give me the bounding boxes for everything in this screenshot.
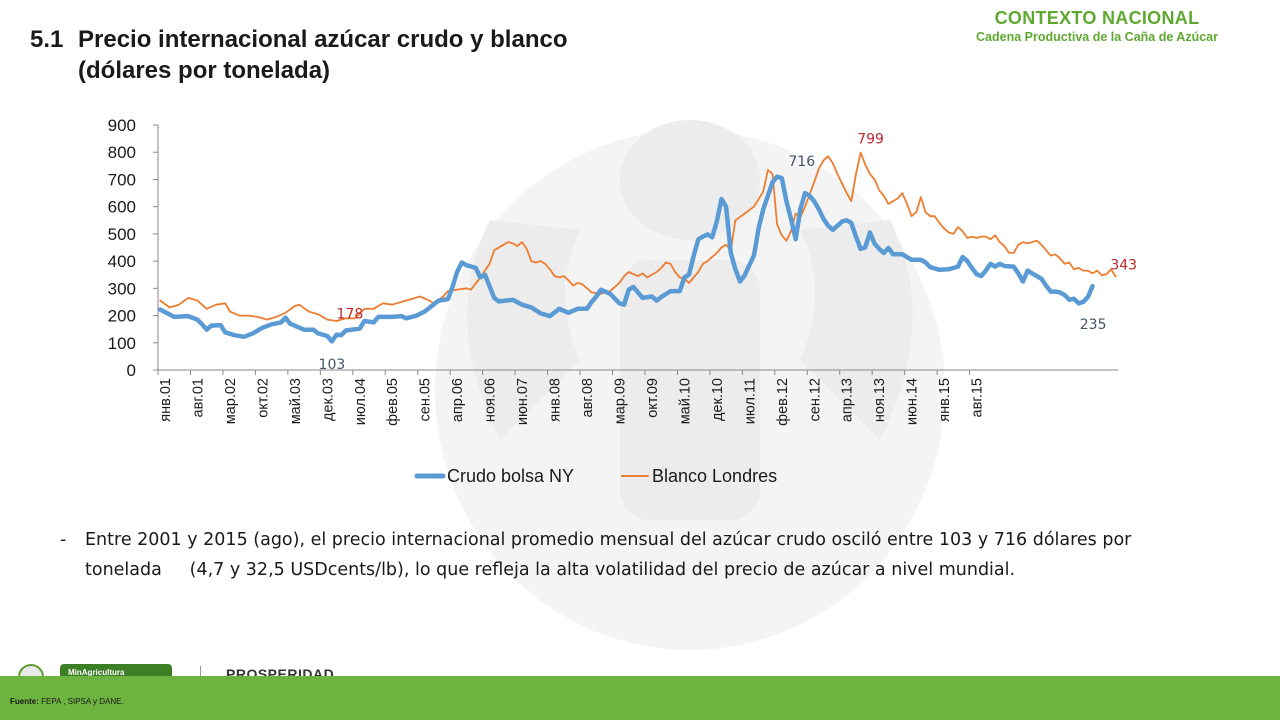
x-tick-label: ноя.06 [483, 378, 499, 422]
x-tick-label: сен.05 [418, 378, 434, 421]
x-tick-label: фев.05 [385, 378, 401, 426]
x-tick-label: дек.10 [710, 378, 726, 421]
x-tick-label: окт.02 [255, 378, 271, 418]
x-tick-label: июн.14 [905, 378, 921, 425]
slide-title-line1: Precio internacional azúcar crudo y blan… [78, 26, 568, 53]
context-subtitle: Cadena Productiva de la Caña de Azúcar [976, 30, 1218, 44]
x-tick-label: янв.15 [937, 378, 953, 422]
source-text: FEPA , SIPSA y DANE. [38, 697, 124, 706]
series-line-blanco [159, 151, 1117, 322]
x-tick-label: сен.12 [807, 378, 823, 421]
data-label: 343 [1110, 258, 1137, 274]
y-tick-label: 400 [108, 252, 136, 271]
legend-label: Crudo bolsa NY [447, 466, 574, 486]
x-tick-label: май.03 [288, 378, 304, 424]
footer-bar [0, 676, 1280, 720]
y-tick-label: 800 [108, 143, 136, 162]
x-tick-label: окт.09 [645, 378, 661, 418]
data-label: 799 [857, 131, 884, 147]
data-label: 103 [319, 357, 346, 373]
price-line-chart: 0 100 200 300 400 500 600 700 800 900 янв.01 авг.01… [108, 116, 1137, 486]
x-tick-label: май.10 [677, 378, 693, 424]
data-label: 235 [1080, 317, 1107, 333]
y-tick-label: 500 [108, 225, 136, 244]
y-tick-label: 0 [127, 361, 136, 380]
x-tick-label: апр.06 [450, 378, 466, 422]
slide-title-line2: (dólares por tonelada) [78, 57, 331, 84]
y-tick-label: 900 [108, 116, 136, 135]
x-tick-label: мар.02 [223, 378, 239, 424]
data-label: 178 [337, 307, 364, 323]
x-tick-label: апр.13 [840, 378, 856, 422]
context-title: CONTEXTO NACIONAL [994, 8, 1200, 28]
x-tick-label: дек.03 [320, 378, 336, 421]
x-tick-label: авг.08 [580, 378, 596, 417]
data-label: 716 [788, 154, 815, 170]
x-tick-label: янв.01 [158, 378, 174, 422]
bullet-text: Entre 2001 y 2015 (ago), el precio inter… [85, 530, 1132, 580]
context-header: CONTEXTO NACIONAL Cadena Productiva de l… [976, 8, 1218, 44]
x-tick-label: ноя.13 [872, 378, 888, 422]
x-tick-label: фев.12 [775, 378, 791, 426]
y-tick-label: 700 [108, 170, 136, 189]
x-tick-label: янв.08 [548, 378, 564, 422]
y-tick-label: 300 [108, 279, 136, 298]
legend-label: Blanco Londres [652, 466, 777, 486]
source-label: Fuente: [10, 697, 39, 706]
series-line-crudo [158, 174, 1095, 344]
x-tick-label: июл.11 [742, 378, 758, 424]
y-tick-label: 200 [108, 307, 136, 326]
bullet-paragraph: - Entre 2001 y 2015 (ago), el precio int… [60, 525, 1250, 585]
x-tick-label: авг.15 [970, 378, 986, 417]
coat-of-arms-watermark [435, 120, 945, 650]
legend-entry: Crudo bolsa NY [414, 466, 574, 486]
y-tick-label: 600 [108, 198, 136, 217]
slide-title: 5.1 Precio internacional azúcar crudo y b… [30, 24, 567, 86]
x-tick-label: июн.07 [515, 378, 531, 425]
x-tick-label: июл.04 [353, 378, 369, 425]
legend-entry: Blanco Londres [621, 466, 777, 486]
logo-divider [200, 666, 201, 680]
y-tick-label: 100 [108, 334, 136, 353]
source-note: Fuente: FEPA , SIPSA y DANE. [10, 697, 124, 706]
x-tick-label: авг.01 [190, 378, 206, 417]
slide-number: 5.1 [30, 26, 64, 53]
x-tick-label: мар.09 [612, 378, 628, 424]
bullet-marker: - [60, 530, 67, 550]
